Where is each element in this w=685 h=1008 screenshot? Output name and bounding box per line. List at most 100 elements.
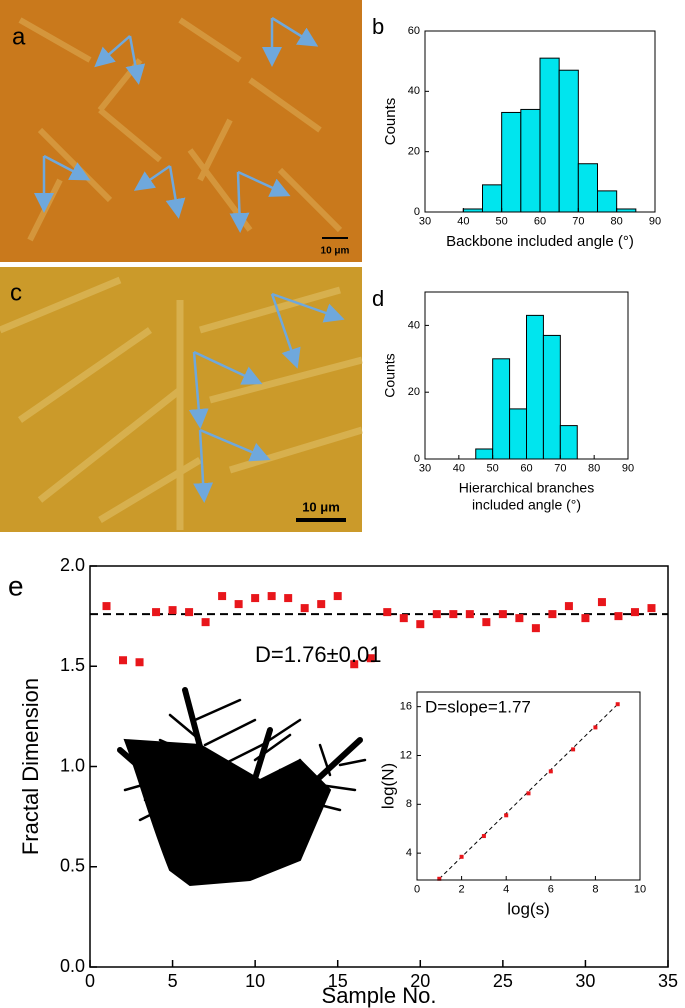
point	[399, 614, 408, 623]
point	[234, 600, 243, 609]
x-tick-label: 30	[419, 215, 431, 227]
bar	[509, 408, 528, 460]
point	[383, 608, 392, 617]
point	[465, 610, 474, 619]
point	[515, 614, 524, 623]
bar	[492, 358, 511, 460]
x-axis-label: log(s)	[507, 899, 550, 918]
point	[531, 624, 540, 633]
point	[449, 610, 458, 619]
x-tick-label: 10	[245, 971, 265, 991]
x-tick-label: 60	[534, 215, 546, 227]
x-tick-label: 8	[592, 883, 598, 895]
point	[317, 600, 326, 609]
x-tick-label: 60	[520, 462, 532, 474]
point	[168, 606, 177, 615]
point	[548, 610, 557, 619]
y-tick-label: 0.5	[60, 856, 85, 876]
x-tick-label: 70	[554, 462, 566, 474]
bar	[559, 425, 578, 460]
x-tick-label: 90	[622, 462, 634, 474]
x-axis-label: Hierarchical branches	[459, 480, 594, 496]
y-tick-label: 40	[408, 319, 420, 331]
panel-label: c	[10, 279, 22, 306]
x-tick-label: 20	[410, 971, 430, 991]
y-tick-label: 1.5	[60, 655, 85, 675]
annotation: D=1.76±0.01	[255, 642, 381, 667]
x-axis-label: included angle (°)	[472, 497, 581, 513]
y-axis-label: Fractal Dimension	[18, 678, 43, 855]
bar	[475, 448, 494, 460]
bar	[542, 334, 561, 460]
y-tick-label: 1.0	[60, 755, 85, 775]
y-axis-label: Counts	[382, 353, 398, 397]
bar	[577, 163, 598, 213]
point	[647, 604, 656, 613]
point	[218, 592, 227, 601]
y-tick-label: 4	[406, 847, 412, 859]
point	[333, 592, 342, 601]
x-tick-label: 30	[575, 971, 595, 991]
chart-title: D=slope=1.77	[425, 697, 531, 716]
x-tick-label: 6	[548, 883, 554, 895]
point	[571, 747, 576, 752]
point	[300, 604, 309, 613]
point	[630, 608, 639, 617]
y-tick-label: 0	[414, 206, 420, 218]
x-tick-label: 40	[453, 462, 465, 474]
y-tick-label: 60	[408, 25, 420, 37]
point	[432, 610, 441, 619]
micrograph-c: c 10 μm	[0, 267, 364, 532]
x-tick-label: 30	[419, 462, 431, 474]
x-axis-label: Backbone included angle (°)	[446, 233, 634, 250]
bar	[501, 111, 522, 213]
plot-frame	[416, 691, 641, 881]
point	[597, 598, 606, 607]
point	[350, 660, 359, 669]
point	[481, 834, 486, 839]
point	[416, 620, 425, 629]
y-axis-label: Counts	[382, 98, 399, 146]
point	[251, 594, 260, 603]
y-tick-label: 12	[400, 749, 412, 761]
y-tick-label: 0	[414, 453, 420, 465]
y-axis-label: log(N)	[378, 763, 397, 809]
x-tick-label: 25	[493, 971, 513, 991]
bar	[558, 69, 579, 213]
x-tick-label: 50	[496, 215, 508, 227]
x-tick-label: 15	[328, 971, 348, 991]
point	[593, 725, 598, 730]
point	[185, 608, 194, 617]
point	[135, 658, 144, 667]
x-tick-label: 70	[572, 215, 584, 227]
x-tick-label: 0	[414, 883, 420, 895]
y-tick-label: 8	[406, 798, 412, 810]
bar	[520, 108, 541, 213]
panel-label: a	[12, 23, 26, 50]
point	[498, 610, 507, 619]
point	[482, 618, 491, 627]
point	[615, 702, 620, 707]
point	[504, 813, 509, 818]
point	[437, 876, 442, 881]
bar	[597, 190, 618, 213]
point	[102, 602, 111, 611]
x-axis-label: Sample No.	[322, 983, 437, 1008]
y-tick-label: 2.0	[60, 555, 85, 575]
x-tick-label: 40	[457, 215, 469, 227]
x-tick-label: 80	[588, 462, 600, 474]
panel-label: b	[372, 14, 384, 39]
scale-bar-label: 10 μm	[321, 246, 350, 257]
micrograph-a: a 10 μm	[0, 0, 362, 262]
point	[459, 854, 464, 859]
x-tick-label: 2	[459, 883, 465, 895]
point	[119, 656, 128, 665]
point	[284, 594, 293, 603]
scale-bar-label: 10 μm	[302, 499, 340, 514]
point	[201, 618, 210, 627]
bar	[482, 184, 503, 213]
y-tick-label: 0.0	[60, 956, 85, 976]
x-tick-label: 10	[634, 883, 646, 895]
point	[526, 791, 531, 796]
